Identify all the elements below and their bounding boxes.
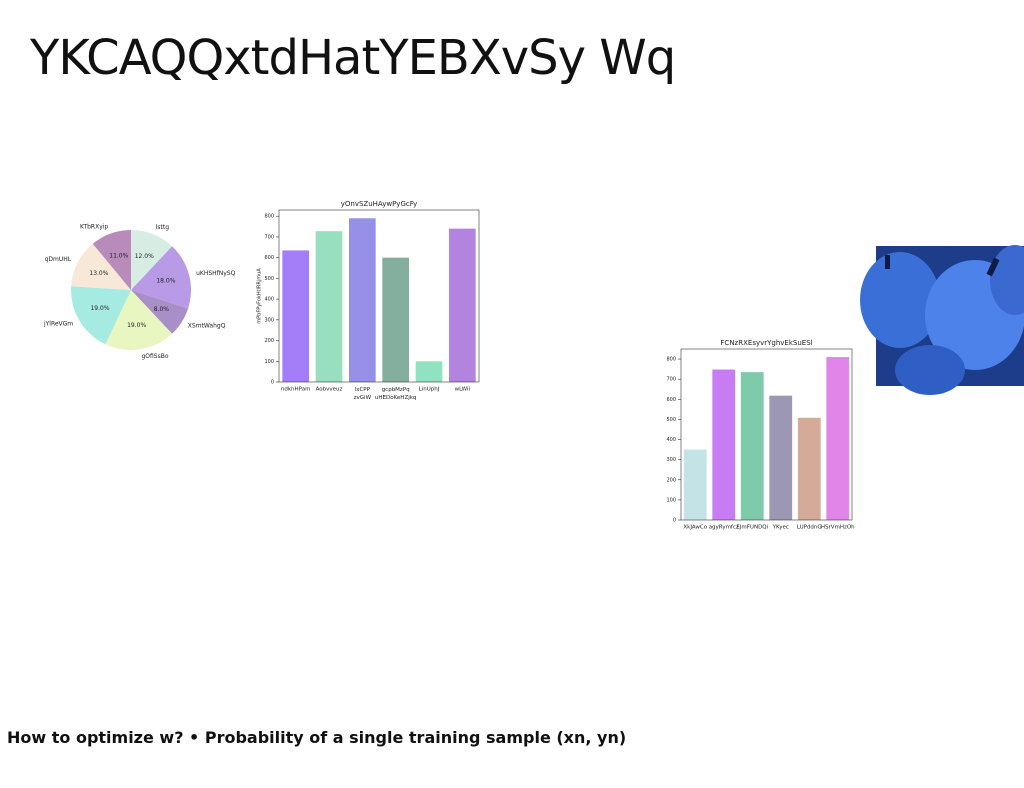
slice-label: XSmtWahgQ: [188, 323, 226, 330]
bar: [382, 257, 409, 382]
slice-label: lsttg: [156, 224, 169, 231]
y-tick-label: 600: [264, 255, 274, 261]
y-tick-label: 100: [666, 497, 676, 503]
x-tick-label: wLWii: [455, 387, 471, 393]
y-tick-label: 700: [264, 234, 274, 240]
chart-title: FCNzRXEsyvrYghvEkSuESl: [720, 339, 812, 347]
slice-value-label: 19.0%: [90, 305, 109, 312]
slice-value-label: 19.0%: [127, 322, 146, 329]
slice-value-label: 18.0%: [156, 278, 175, 285]
y-tick-label: 300: [666, 457, 676, 463]
x-tick-label: EJmFUNDQi: [736, 525, 768, 531]
bar: [282, 250, 309, 382]
y-tick-label: 0: [673, 518, 676, 524]
bar: [712, 369, 736, 520]
y-tick-label: 0: [271, 380, 274, 386]
y-tick-label: 800: [264, 214, 274, 220]
pie-slice: [71, 286, 131, 345]
bar: [315, 231, 343, 382]
bar: [449, 228, 476, 382]
y-tick-label: 800: [666, 357, 676, 363]
slice-label: qDmUHL: [45, 256, 72, 263]
y-tick-label: 500: [264, 276, 274, 282]
pie-slice: [92, 230, 131, 290]
chart-title: yOnvSZuHAywPyGcFy: [341, 200, 418, 208]
y-tick-label: 200: [264, 338, 274, 344]
slide-title: YKCAQQxtdHatYEBXvSy Wq: [30, 30, 676, 86]
x-tick-label: LUPddnG: [797, 525, 822, 531]
y-tick-label: 400: [666, 437, 676, 443]
bar: [826, 357, 850, 520]
bar: [769, 395, 793, 520]
x-tick-label: agyRymfcz: [709, 525, 739, 531]
x-tick-label: ndknHPam: [281, 387, 311, 393]
slice-label: uKHSHfNySQ: [196, 270, 236, 277]
x-tick-label: XkJAwCo: [683, 525, 707, 531]
slice-label: gOfiSsBo: [142, 353, 169, 360]
bar: [683, 449, 707, 520]
bar: [349, 218, 376, 382]
y-tick-label: 700: [666, 377, 676, 383]
slice-label: KTbRXyip: [80, 223, 108, 230]
y-tick-label: 100: [264, 359, 274, 365]
y-tick-label: 600: [666, 397, 676, 403]
pie-slice: [131, 230, 173, 290]
y-tick-label: 200: [666, 477, 676, 483]
x-tick-label: HSrVmHzOh: [821, 525, 855, 531]
slice-label: jYlReVGm: [43, 321, 73, 328]
y-tick-label: 300: [264, 317, 274, 323]
footer-text: How to optimize w? • Probability of a si…: [7, 728, 627, 747]
slice-value-label: 13.0%: [89, 270, 108, 277]
slice-value-label: 8.0%: [154, 306, 170, 313]
pie-slice: [131, 290, 189, 334]
x-tick-label: YKyec: [772, 525, 789, 531]
slice-value-label: 12.0%: [135, 253, 154, 260]
plot-frame: [680, 348, 853, 521]
y-tick-label: 500: [666, 417, 676, 423]
pie-slice: [71, 243, 131, 290]
pumpkin-image: [860, 245, 1024, 395]
slice-value-label: 11.0%: [109, 253, 128, 260]
y-axis-label: mPbFPyFokHtlRRjmuA: [257, 268, 263, 324]
plot-frame: [278, 209, 480, 383]
x-tick-label: LinUphJ: [419, 387, 440, 393]
bar: [797, 417, 821, 520]
bar: [415, 361, 443, 382]
pie-slice: [105, 290, 173, 350]
x-tick-label: gcpbMzPq uHEDoKeHZjkq: [375, 387, 417, 401]
pie-slice: [131, 246, 191, 309]
bar: [740, 372, 764, 520]
x-tick-label: Aobvveuz: [316, 387, 343, 393]
x-tick-label: lxCPP zvGiW: [354, 387, 372, 401]
y-tick-label: 400: [264, 297, 274, 303]
